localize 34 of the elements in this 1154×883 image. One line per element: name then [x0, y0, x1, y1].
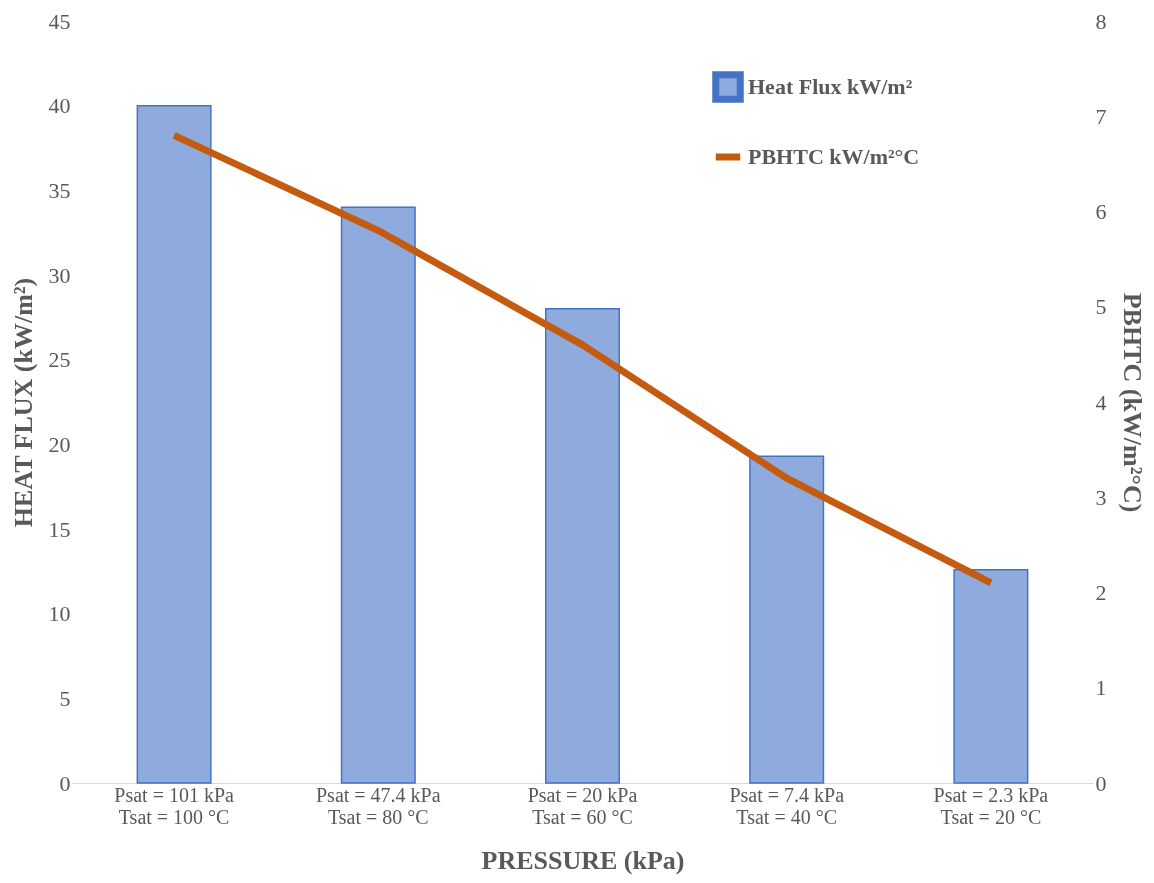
legend-label: PBHTC kW/m²°C	[748, 144, 920, 169]
y2-tick-label: 1	[1095, 675, 1107, 701]
x-tick-label: Psat = 7.4 kPa Tsat = 40 °C	[729, 783, 845, 828]
y-tick-label: 25	[48, 347, 71, 373]
legend-label: Heat Flux kW/m²	[748, 74, 913, 99]
y2-tick-label: 6	[1095, 199, 1107, 224]
y-tick-label: 0	[59, 770, 71, 796]
y-tick-label: 40	[48, 93, 71, 119]
y2-tick-label: 0	[1095, 770, 1107, 796]
y-tick-label: 5	[59, 685, 71, 711]
bar	[340, 206, 416, 784]
y2-axis-title: PBHTC (kW/m²°C)	[1117, 292, 1147, 513]
x-tick-label: Psat = 47.4 kPa Tsat = 80 °C	[315, 783, 441, 828]
y2-tick-label: 4	[1095, 389, 1107, 415]
y-tick-label: 20	[48, 431, 71, 457]
y2-tick-label: 8	[1095, 8, 1107, 34]
y2-tick-label: 7	[1095, 103, 1107, 129]
bar	[749, 455, 825, 784]
y-tick-label: 35	[48, 177, 71, 203]
y-axis-title: HEAT FLUX (kW/m²)	[8, 277, 38, 528]
x-tick-label: Psat = 101 kPa Tsat = 100 °C	[114, 783, 235, 828]
y-tick-label: 30	[48, 262, 71, 288]
y-tick-label: 45	[48, 8, 71, 34]
x-axis-title: PRESSURE (kPa)	[481, 845, 685, 875]
bar	[136, 104, 212, 784]
y-tick-label: 10	[48, 601, 71, 627]
x-tick-label: Psat = 2.3 kPa Tsat = 20 °C	[933, 783, 1049, 828]
y2-tick-label: 2	[1095, 580, 1107, 605]
y2-tick-label: 5	[1095, 294, 1107, 320]
bar	[544, 308, 621, 784]
x-tick-label: Psat = 20 kPa Tsat = 60 °C	[527, 783, 638, 828]
bar	[953, 568, 1029, 784]
y2-tick-label: 3	[1095, 484, 1107, 510]
y-tick-label: 15	[48, 516, 71, 542]
